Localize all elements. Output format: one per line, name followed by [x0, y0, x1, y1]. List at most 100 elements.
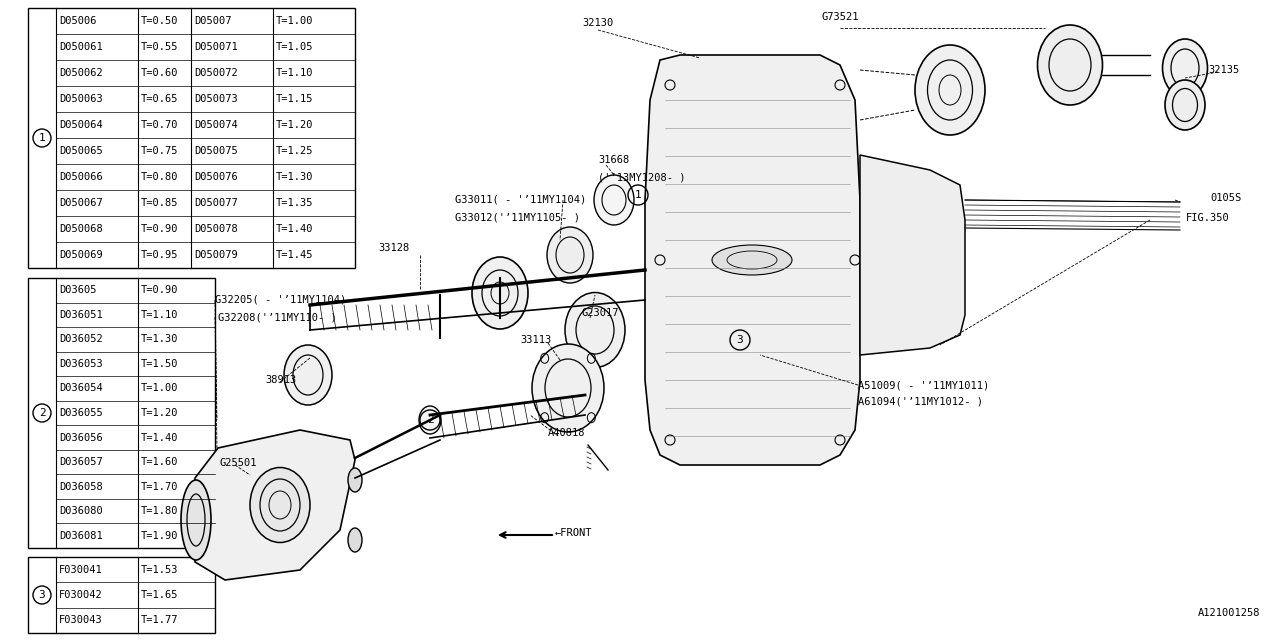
Ellipse shape: [547, 227, 593, 283]
Text: T=1.00: T=1.00: [276, 16, 314, 26]
Polygon shape: [860, 155, 965, 355]
Ellipse shape: [594, 175, 634, 225]
Bar: [28, 8, 355, 268]
Polygon shape: [645, 55, 860, 465]
Ellipse shape: [284, 345, 332, 405]
Text: D036053: D036053: [59, 359, 102, 369]
Text: D050066: D050066: [59, 172, 102, 182]
Text: D05006: D05006: [59, 16, 96, 26]
Text: T=1.53: T=1.53: [141, 564, 178, 575]
Text: T=0.95: T=0.95: [141, 250, 178, 260]
Ellipse shape: [419, 406, 442, 434]
Text: 3: 3: [38, 590, 45, 600]
Text: 1: 1: [635, 190, 641, 200]
Text: G32208('’11MY110- ): G32208('’11MY110- ): [218, 312, 337, 322]
Ellipse shape: [180, 480, 211, 560]
Text: 2: 2: [426, 415, 434, 425]
Text: T=1.10: T=1.10: [276, 68, 314, 78]
Text: 0105S: 0105S: [1211, 193, 1242, 203]
Text: T=0.80: T=0.80: [141, 172, 178, 182]
Text: D050071: D050071: [195, 42, 238, 52]
Text: T=0.90: T=0.90: [141, 285, 178, 295]
Text: D050075: D050075: [195, 146, 238, 156]
Text: A61094('’11MY1012- ): A61094('’11MY1012- ): [858, 397, 983, 407]
Text: T=1.15: T=1.15: [276, 94, 314, 104]
Text: T=1.45: T=1.45: [276, 250, 314, 260]
Text: T=1.25: T=1.25: [276, 146, 314, 156]
Text: D036080: D036080: [59, 506, 102, 516]
Text: D036056: D036056: [59, 433, 102, 442]
Text: 31668: 31668: [598, 155, 630, 165]
Ellipse shape: [712, 245, 792, 275]
Text: D050065: D050065: [59, 146, 102, 156]
Text: 1: 1: [38, 133, 45, 143]
Text: T=1.90: T=1.90: [141, 531, 178, 541]
Text: 32135: 32135: [1208, 65, 1240, 75]
Bar: [28, 557, 215, 633]
Ellipse shape: [348, 468, 362, 492]
Text: D036081: D036081: [59, 531, 102, 541]
Ellipse shape: [250, 467, 310, 543]
Text: T=1.30: T=1.30: [276, 172, 314, 182]
Text: F030042: F030042: [59, 590, 102, 600]
Text: D050067: D050067: [59, 198, 102, 208]
Text: D050068: D050068: [59, 224, 102, 234]
Text: T=1.80: T=1.80: [141, 506, 178, 516]
Text: T=1.40: T=1.40: [141, 433, 178, 442]
Text: F030041: F030041: [59, 564, 102, 575]
Text: 33113: 33113: [520, 335, 552, 345]
Text: T=0.70: T=0.70: [141, 120, 178, 130]
Text: T=1.65: T=1.65: [141, 590, 178, 600]
Text: T=1.10: T=1.10: [141, 310, 178, 320]
Text: D050061: D050061: [59, 42, 102, 52]
Text: FIG.350: FIG.350: [1187, 213, 1230, 223]
Text: G33011( - '’11MY1104): G33011( - '’11MY1104): [454, 195, 586, 205]
Text: T=0.75: T=0.75: [141, 146, 178, 156]
Text: 33128: 33128: [378, 243, 410, 253]
Text: T=1.77: T=1.77: [141, 615, 178, 625]
Text: G32205( - '’11MY1104): G32205( - '’11MY1104): [215, 295, 347, 305]
Polygon shape: [195, 430, 355, 580]
Ellipse shape: [1038, 25, 1102, 105]
Text: T=1.35: T=1.35: [276, 198, 314, 208]
Text: D050072: D050072: [195, 68, 238, 78]
Text: D050073: D050073: [195, 94, 238, 104]
Text: T=1.60: T=1.60: [141, 457, 178, 467]
Text: D050078: D050078: [195, 224, 238, 234]
Text: 32130: 32130: [582, 18, 613, 28]
Ellipse shape: [348, 528, 362, 552]
Text: ←FRONT: ←FRONT: [556, 528, 593, 538]
Text: T=1.00: T=1.00: [141, 383, 178, 394]
Text: D036057: D036057: [59, 457, 102, 467]
Text: D050076: D050076: [195, 172, 238, 182]
Text: T=0.90: T=0.90: [141, 224, 178, 234]
Bar: [28, 278, 215, 548]
Text: D05007: D05007: [195, 16, 232, 26]
Text: 3: 3: [736, 335, 744, 345]
Text: T=0.60: T=0.60: [141, 68, 178, 78]
Text: ('’13MY1208- ): ('’13MY1208- ): [598, 172, 686, 182]
Text: D036055: D036055: [59, 408, 102, 418]
Text: T=1.05: T=1.05: [276, 42, 314, 52]
Text: D036052: D036052: [59, 334, 102, 344]
Text: T=0.50: T=0.50: [141, 16, 178, 26]
Text: 2: 2: [38, 408, 45, 418]
Text: A51009( - '’11MY1011): A51009( - '’11MY1011): [858, 380, 989, 390]
Text: G33012('’11MY1105- ): G33012('’11MY1105- ): [454, 212, 580, 222]
Ellipse shape: [915, 45, 986, 135]
Text: D050063: D050063: [59, 94, 102, 104]
Text: A121001258: A121001258: [1198, 608, 1260, 618]
Text: T=1.30: T=1.30: [141, 334, 178, 344]
Ellipse shape: [472, 257, 529, 329]
Text: T=1.70: T=1.70: [141, 482, 178, 492]
Text: D050074: D050074: [195, 120, 238, 130]
Text: T=0.55: T=0.55: [141, 42, 178, 52]
Text: F030043: F030043: [59, 615, 102, 625]
Text: G25501: G25501: [220, 458, 257, 468]
Text: T=1.20: T=1.20: [276, 120, 314, 130]
Text: D050069: D050069: [59, 250, 102, 260]
Ellipse shape: [1162, 39, 1207, 97]
Text: T=1.50: T=1.50: [141, 359, 178, 369]
Text: D050062: D050062: [59, 68, 102, 78]
Ellipse shape: [1165, 80, 1204, 130]
